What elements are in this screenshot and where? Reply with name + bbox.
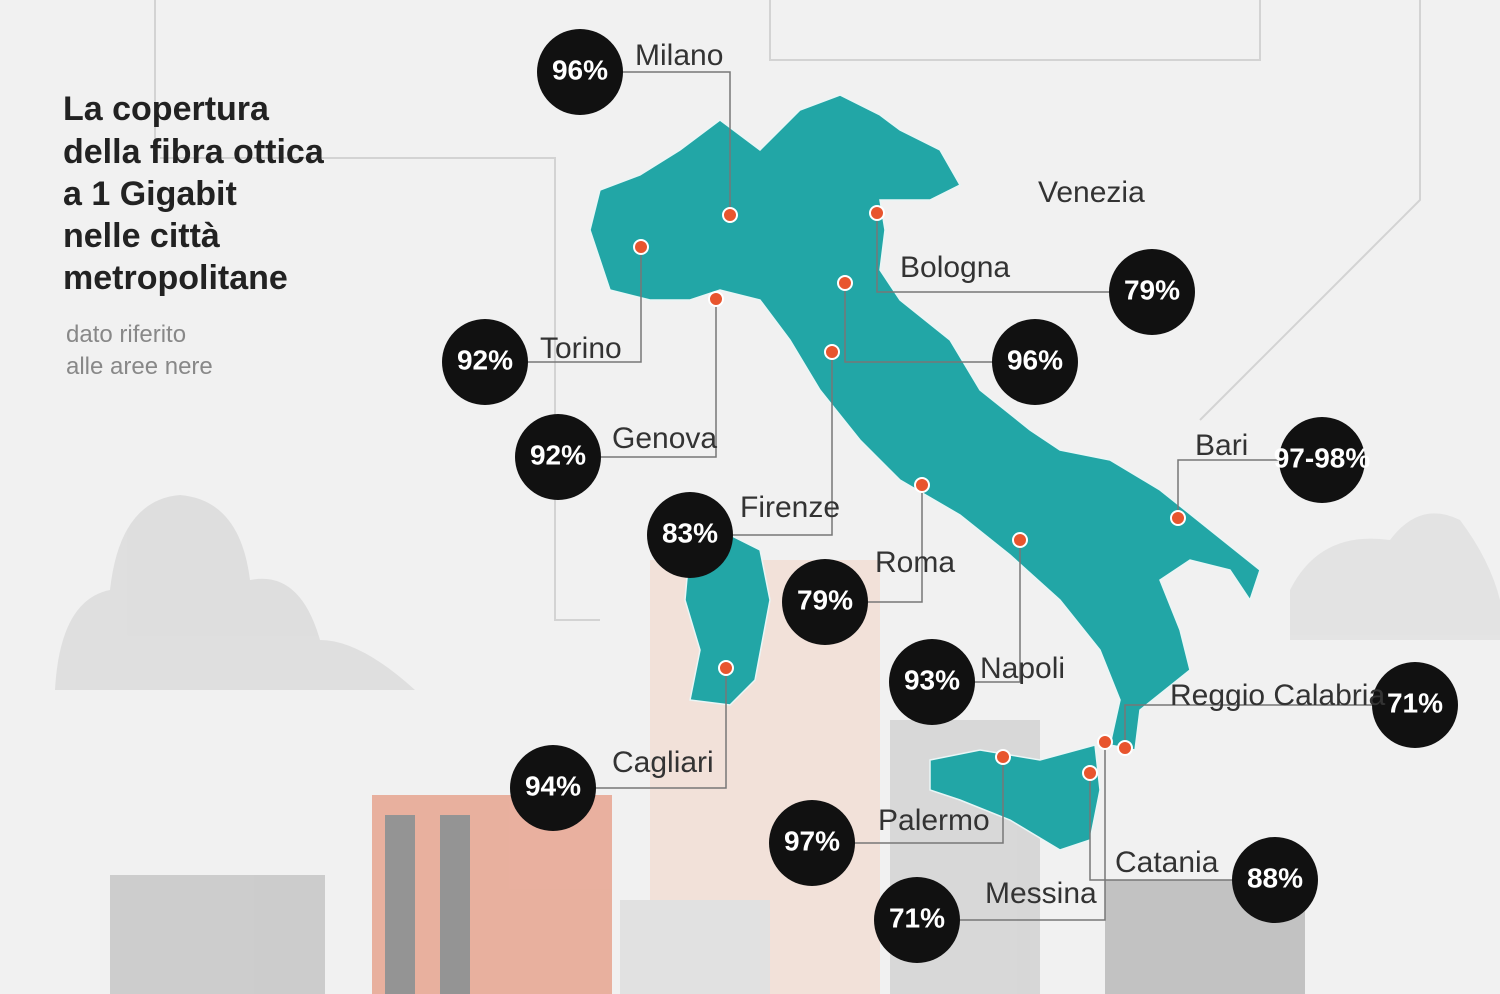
leader-line bbox=[580, 71, 731, 215]
city-name: Milano bbox=[635, 39, 723, 72]
city-name: Cagliari bbox=[612, 746, 714, 779]
city-name: Venezia bbox=[1038, 176, 1145, 209]
coverage-value: 71% bbox=[1387, 687, 1443, 718]
coverage-badge bbox=[442, 319, 528, 405]
subtitle-line: alle aree nere bbox=[66, 353, 213, 380]
coverage-value: 71% bbox=[889, 902, 945, 933]
city-dot bbox=[1097, 734, 1113, 750]
leader-line bbox=[917, 742, 1106, 921]
leader-line bbox=[553, 668, 727, 789]
coverage-value: 83% bbox=[662, 517, 718, 548]
coverage-value: 96% bbox=[1007, 344, 1063, 375]
city-dot bbox=[708, 291, 724, 307]
coverage-badge bbox=[510, 745, 596, 831]
coverage-badge bbox=[889, 639, 975, 725]
city-name: Messina bbox=[985, 877, 1097, 910]
city-name: Catania bbox=[1115, 846, 1219, 879]
city-name: Bologna bbox=[900, 251, 1010, 284]
title-line: La copertura bbox=[63, 90, 270, 128]
leader-line bbox=[1089, 773, 1275, 881]
coverage-value: 93% bbox=[904, 664, 960, 695]
city-dot bbox=[1170, 510, 1186, 526]
city-name: Napoli bbox=[980, 652, 1065, 685]
city-name: Palermo bbox=[878, 804, 990, 837]
city-name: Bari bbox=[1195, 429, 1248, 462]
leader-line bbox=[876, 213, 1152, 293]
city-name: Genova bbox=[612, 422, 717, 455]
coverage-badge bbox=[782, 559, 868, 645]
city-dot bbox=[914, 477, 930, 493]
city-dot bbox=[837, 275, 853, 291]
coverage-value: 88% bbox=[1247, 862, 1303, 893]
title-line: della fibra ottica bbox=[63, 133, 325, 171]
city-dot bbox=[1012, 532, 1028, 548]
city-dot bbox=[869, 205, 885, 221]
leader-line bbox=[1124, 704, 1415, 748]
city-name: Reggio Calabria bbox=[1170, 679, 1385, 712]
coverage-badge bbox=[647, 492, 733, 578]
leader-line bbox=[844, 283, 1035, 363]
city-dot bbox=[722, 207, 738, 223]
city-dot bbox=[824, 344, 840, 360]
leader-line bbox=[1177, 459, 1322, 518]
coverage-value: 97% bbox=[784, 825, 840, 856]
city-name: Roma bbox=[875, 546, 955, 579]
leader-line bbox=[690, 352, 833, 536]
coverage-badge bbox=[1109, 249, 1195, 335]
coverage-badge bbox=[537, 29, 623, 115]
coverage-badge bbox=[515, 414, 601, 500]
city-dot bbox=[1117, 740, 1133, 756]
city-name: Torino bbox=[540, 332, 622, 365]
coverage-value: 96% bbox=[552, 54, 608, 85]
coverage-value: 79% bbox=[1124, 274, 1180, 305]
leader-line bbox=[485, 247, 642, 363]
title-line: a 1 Gigabit bbox=[63, 175, 237, 213]
coverage-value: 92% bbox=[530, 439, 586, 470]
leader-line bbox=[812, 757, 1004, 844]
coverage-badge bbox=[874, 877, 960, 963]
city-dot bbox=[995, 749, 1011, 765]
city-name: Firenze bbox=[740, 491, 840, 524]
coverage-value: 94% bbox=[525, 770, 581, 801]
city-dot bbox=[633, 239, 649, 255]
title-line: nelle città bbox=[63, 217, 220, 255]
city-dot bbox=[1082, 765, 1098, 781]
coverage-badge bbox=[1232, 837, 1318, 923]
coverage-badge bbox=[769, 800, 855, 886]
coverage-value: 79% bbox=[797, 584, 853, 615]
coverage-badge bbox=[1372, 662, 1458, 748]
subtitle-line: dato riferito bbox=[66, 321, 186, 348]
title-block: La copertura della fibra ottica a 1 Giga… bbox=[63, 90, 325, 380]
title-line: metropolitane bbox=[63, 259, 288, 297]
coverage-value: 97-98% bbox=[1274, 442, 1371, 473]
coverage-badge bbox=[1279, 417, 1365, 503]
city-dot bbox=[718, 660, 734, 676]
coverage-value: 92% bbox=[457, 344, 513, 375]
leader-line bbox=[558, 299, 717, 458]
coverage-badge bbox=[992, 319, 1078, 405]
